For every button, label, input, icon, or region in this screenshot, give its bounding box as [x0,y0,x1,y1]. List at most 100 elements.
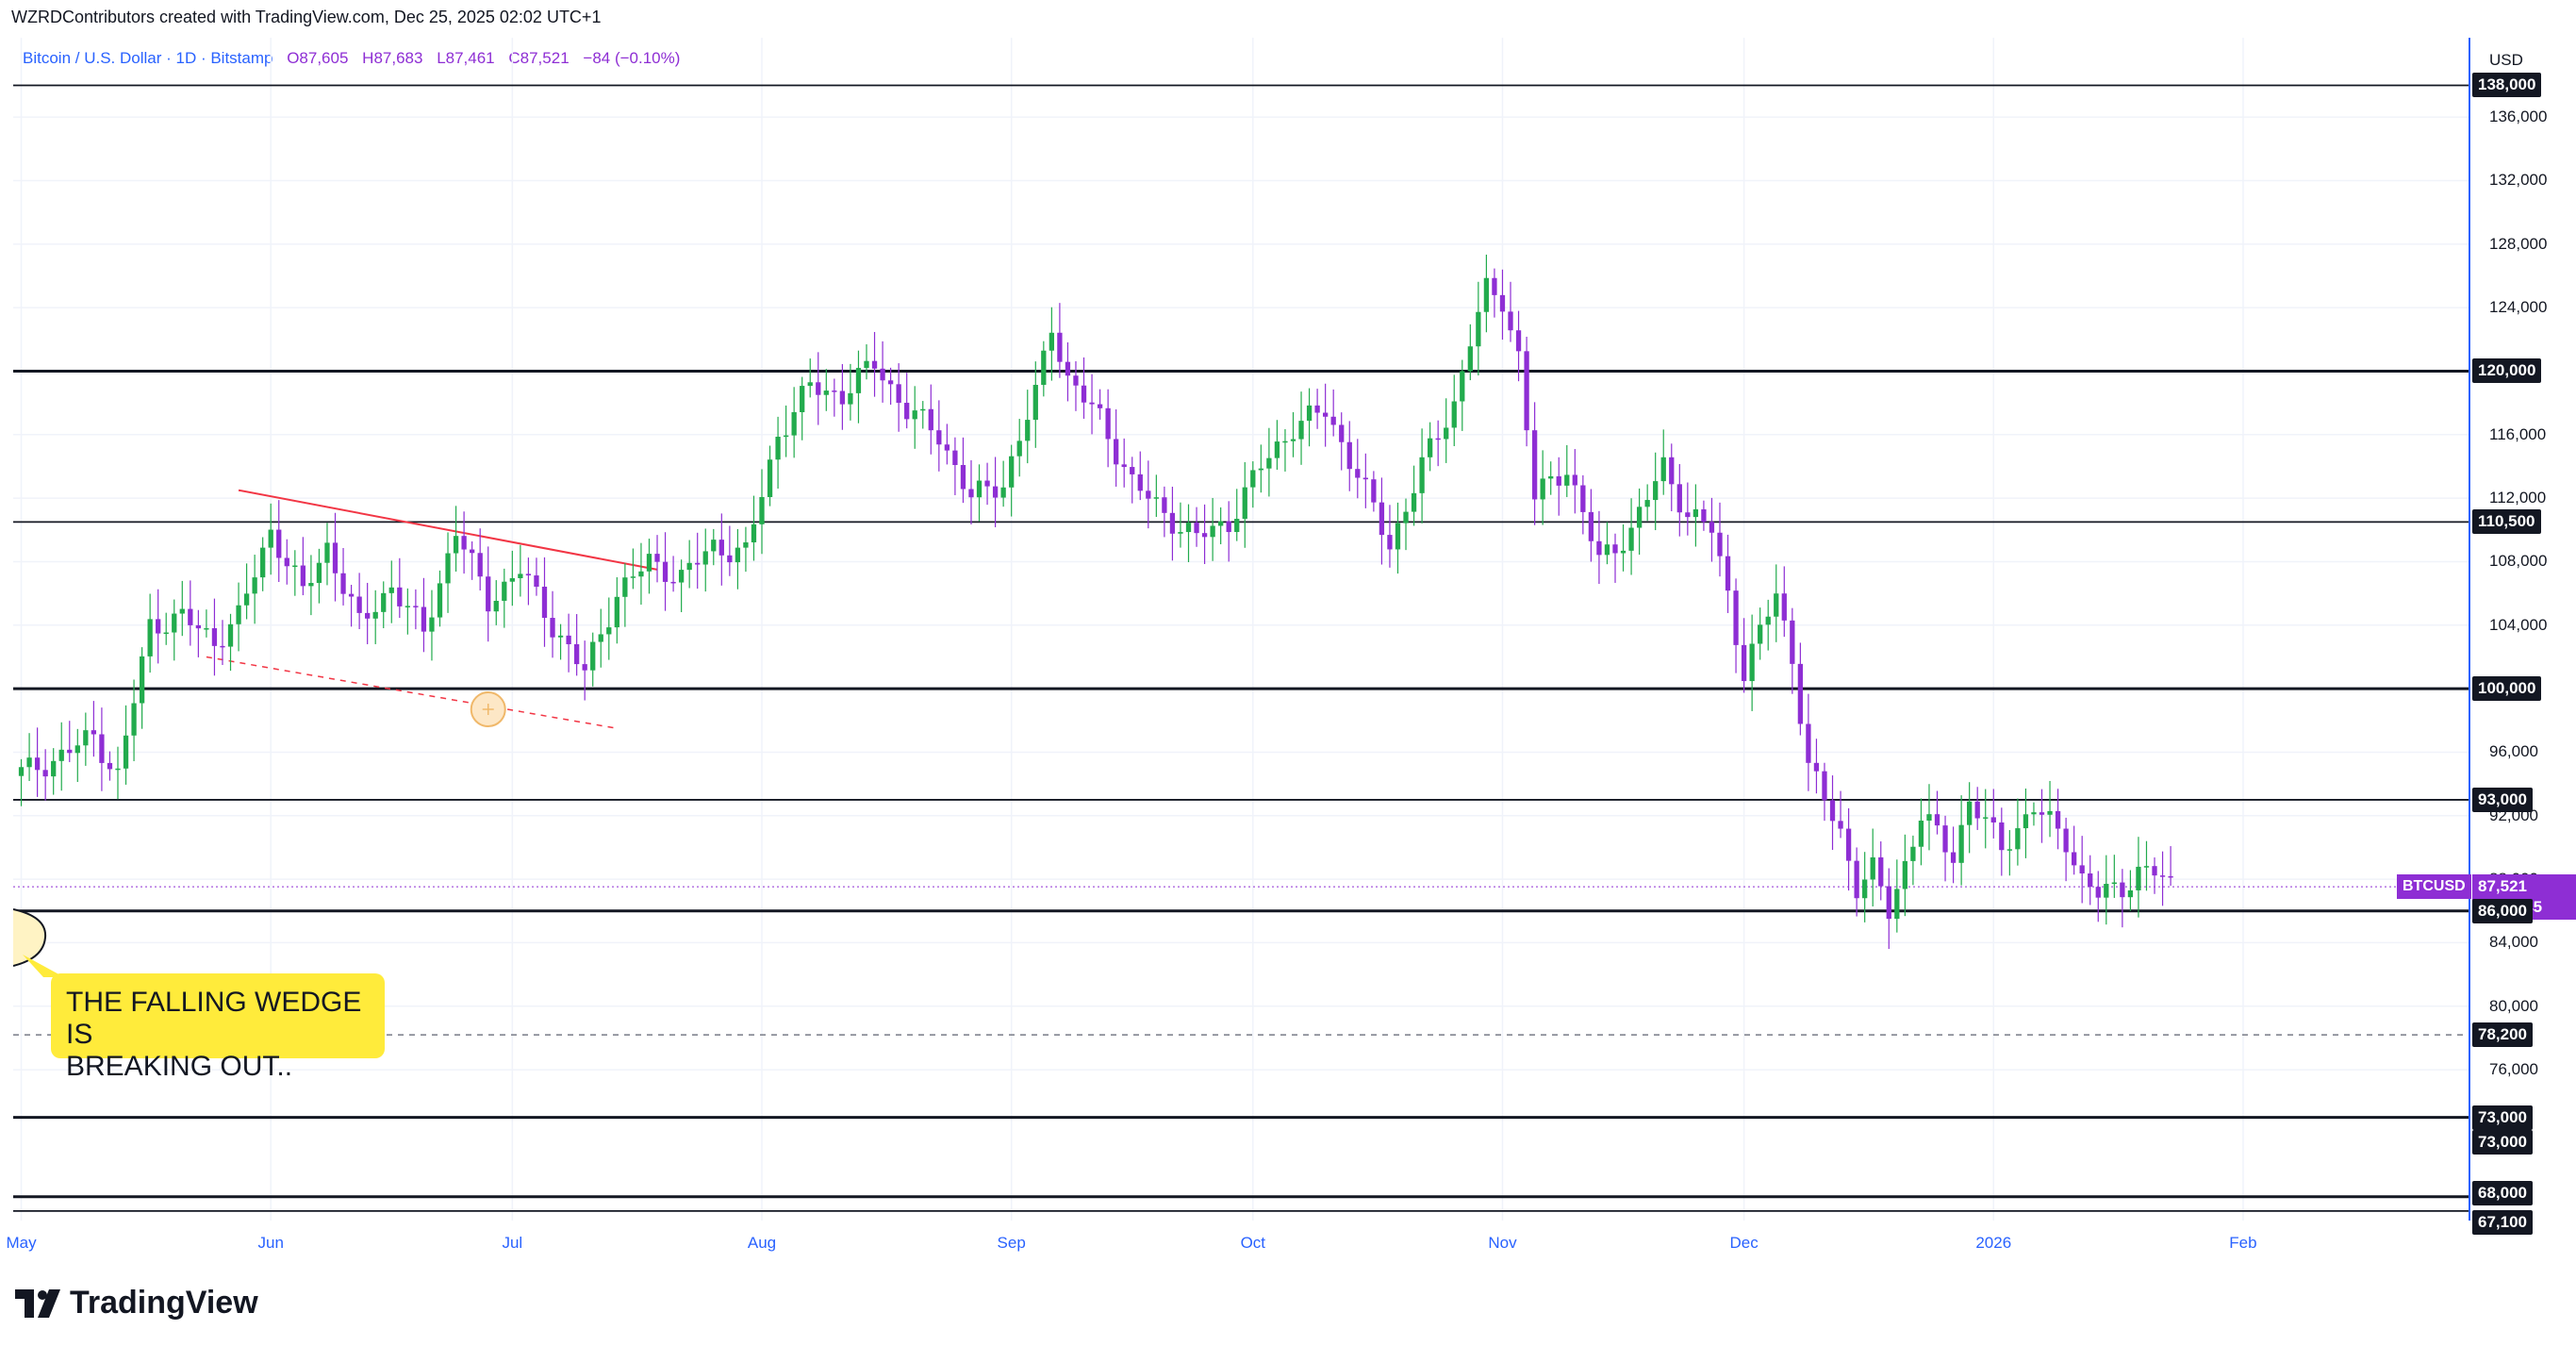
price-chart[interactable] [13,38,2469,1221]
candle [1266,427,1272,497]
candle-body [968,489,974,498]
candle [904,373,910,429]
candle-body [622,577,628,597]
candle-body [1990,817,1996,823]
candle-body [670,581,676,584]
candle [1531,402,1538,525]
candle [767,445,773,507]
candle [1169,487,1176,561]
candle [1524,336,1529,447]
price-axis[interactable] [2469,38,2576,1221]
candle-body [1556,475,1561,486]
candle [2072,825,2077,875]
candle-body [1362,477,1368,480]
candle [429,590,435,661]
candle [2055,789,2061,850]
candle-body [992,486,999,498]
candle-body [1016,440,1022,457]
candle [1210,497,1215,561]
trendlines[interactable] [206,489,658,729]
candle [984,462,990,506]
candle [324,523,330,586]
candle [1483,254,1490,333]
candle [1604,522,1610,565]
candle [1628,498,1634,575]
candle [1572,449,1577,514]
candle-body [1218,521,1224,526]
candle-body [848,392,853,405]
candle-body [2072,852,2077,866]
candle-body [2023,814,2029,829]
candle [887,367,894,406]
candle-body [1596,540,1602,556]
level-badge: 138,000 [2472,73,2542,98]
candle-body [936,430,942,445]
candle-body [324,542,330,563]
candle [1580,474,1586,535]
candle-body [1178,532,1183,534]
candle [630,548,636,590]
candle-body [123,735,129,769]
candle [340,547,346,606]
candle [1854,847,1859,917]
candle-body [1693,508,1699,518]
candle-body [2104,884,2109,898]
wedge-trendline[interactable] [238,489,658,571]
candle [1540,450,1545,525]
horizontal-levels[interactable] [13,84,2469,1212]
candle-body [2095,887,2101,898]
candle [1201,504,1208,564]
candle-body [1620,550,1627,554]
candle-body [18,767,25,776]
candle [1660,429,1666,495]
candle-body [1781,593,1787,621]
candle [74,728,80,783]
candle-body [1162,497,1167,513]
candle-body [800,386,805,412]
falling-wedge-callout[interactable]: THE FALLING WEDGE IS BREAKING OUT.. [51,973,385,1082]
candle-body [654,554,660,562]
candle [26,733,32,781]
candle [1153,474,1160,518]
candle-body [437,583,443,618]
candle [525,557,532,606]
candle [365,582,371,644]
wedge-trendline[interactable] [206,656,618,729]
symbol-legend[interactable]: Bitcoin / U.S. Dollar · 1D · Bitstamp O8… [23,49,680,68]
candle [518,544,523,597]
time-axis[interactable]: May Jun Jul Aug Sep Oct Nov Dec 2026 Feb [6,1221,2469,1262]
candle [300,537,306,596]
tradingview-logo[interactable]: TradingView [15,1285,258,1321]
candle-body [1725,556,1731,591]
candle-body [300,565,306,587]
candle-body [1926,814,1932,821]
candle [1346,421,1352,491]
price-tick-label: 124,000 [2489,298,2548,317]
candle [1314,389,1320,429]
candle-body [944,444,950,451]
candle [1250,461,1256,508]
candle-body [1114,439,1119,465]
candle [1258,444,1263,493]
candle-body [1032,385,1038,421]
candle [1950,826,1957,884]
candle-body [598,634,603,642]
candle [1838,790,1843,839]
candle [204,609,209,638]
candle [1395,502,1401,574]
candle [1902,834,1908,917]
candle-body [195,624,202,629]
candle-body [832,391,837,392]
symbol-name[interactable]: Bitcoin / U.S. Dollar · 1D · Bitstamp [23,49,273,67]
candle-body [2047,810,2053,815]
candle [502,568,507,628]
grid-lines [13,38,2469,1221]
candle [1926,784,1932,851]
candle-body [1427,438,1433,457]
candle [34,727,41,797]
candle [1178,502,1183,548]
candle-body [1829,800,1836,822]
candle [944,424,950,465]
currency-label[interactable]: USD [2489,51,2523,69]
time-tick-label: Feb [2229,1234,2257,1252]
